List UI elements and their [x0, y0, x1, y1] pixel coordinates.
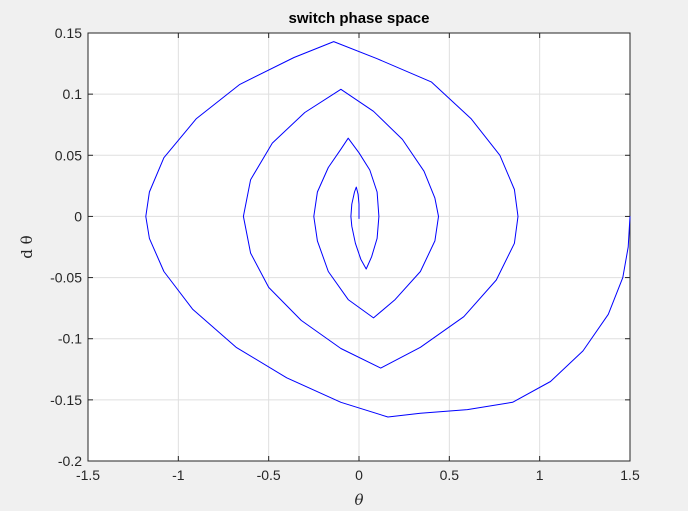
x-tick-label: -1.5 — [76, 467, 100, 483]
y-tick-label: 0 — [74, 208, 82, 224]
x-tick-label: -1 — [172, 467, 185, 483]
y-tick-label: 0.1 — [63, 86, 83, 102]
y-tick-label: -0.15 — [50, 392, 82, 408]
y-tick-label: 0.05 — [55, 147, 82, 163]
x-tick-label: 1 — [536, 467, 544, 483]
series-layer — [145, 41, 631, 418]
x-tick-label: -0.5 — [257, 467, 281, 483]
y-axis-label: d θ — [18, 235, 36, 258]
x-tick-label: 0 — [355, 467, 363, 483]
y-tick-label: -0.1 — [58, 331, 82, 347]
x-tick-label: 1.5 — [620, 467, 640, 483]
series-line — [145, 41, 631, 418]
chart-title: switch phase space — [289, 10, 430, 27]
axis-ticks: -1.5 -1 -0.5 0 0.5 1 1.5 -0.2 -0.15 -0.1 -0.05 0 0.0… — [50, 25, 640, 483]
y-tick-label: 0.15 — [55, 25, 82, 41]
x-tick-label: 0.5 — [440, 467, 460, 483]
x-axis-label: θ — [354, 491, 363, 509]
y-tick-label: -0.2 — [58, 453, 82, 469]
y-tick-label: -0.05 — [50, 270, 82, 286]
